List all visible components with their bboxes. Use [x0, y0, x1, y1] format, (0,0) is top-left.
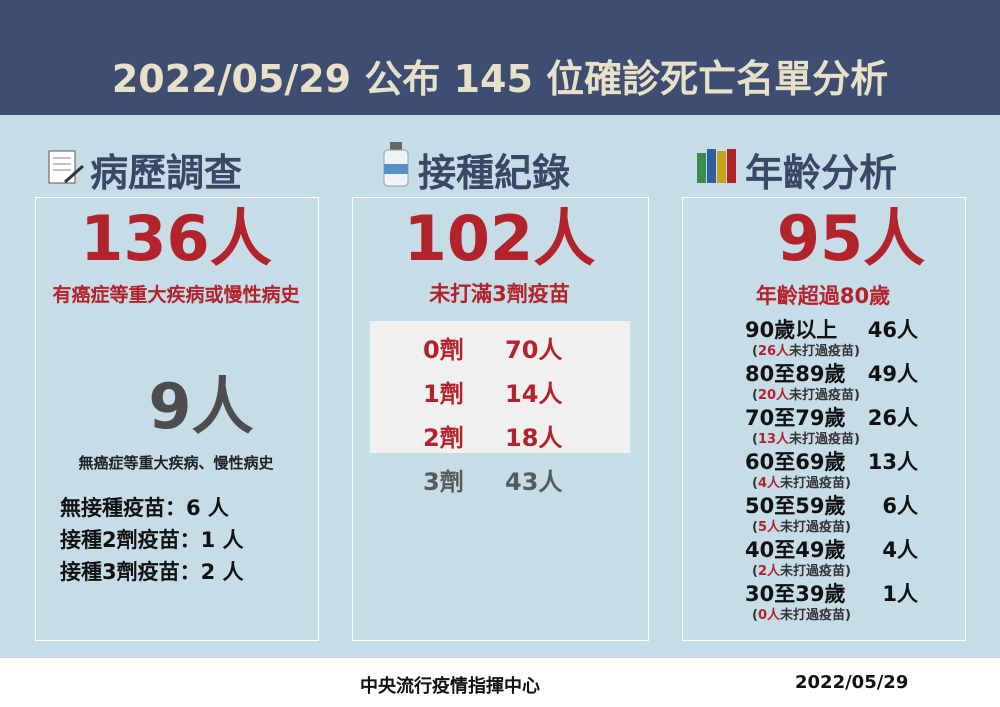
- note-text: 未打過疫苗): [789, 388, 860, 403]
- age-count: 13人: [867, 450, 918, 474]
- history-item: 無接種疫苗：6 人: [60, 496, 229, 520]
- history-item: 接種2劑疫苗：1 人: [60, 528, 244, 552]
- age-note: (5人未打過疫苗): [752, 516, 851, 535]
- main-count: 136人: [80, 202, 272, 275]
- main-caption: 年齡超過80歲: [755, 284, 891, 308]
- vaccine-icon: [383, 142, 409, 187]
- age-note: (20人未打過疫苗): [752, 384, 860, 403]
- age-note: (26人未打過疫苗): [752, 340, 860, 359]
- note-text: (: [752, 344, 758, 359]
- age-label: 70至79歲: [745, 406, 846, 430]
- dose-label: 0劑: [423, 336, 464, 364]
- document-icon: [48, 150, 84, 184]
- dose-count: 18人: [505, 424, 563, 452]
- panel: [682, 197, 966, 641]
- secondary-caption: 無癌症等重大疾病、慢性病史: [78, 454, 274, 472]
- main-count: 102人: [403, 202, 596, 275]
- age-note: (13人未打過疫苗): [752, 428, 860, 447]
- age-note: (2人未打過疫苗): [752, 560, 851, 579]
- unvaccinated-count: 5人: [757, 520, 780, 535]
- dose-count: 14人: [505, 380, 563, 408]
- age-count: 49人: [867, 362, 918, 386]
- note-text: 未打過疫苗): [780, 564, 851, 579]
- note-text: 未打過疫苗): [789, 344, 860, 359]
- dose-count: 43人: [505, 468, 563, 496]
- title: 2022/05/29 公布 145 位確診死亡名單分析: [111, 57, 889, 101]
- note-text: 未打過疫苗): [789, 432, 860, 447]
- unvaccinated-count: 20人: [757, 388, 790, 403]
- note-text: 未打過疫苗): [780, 608, 851, 623]
- main-count: 95人: [776, 202, 926, 275]
- note-text: 未打過疫苗): [780, 476, 851, 491]
- dose-label: 1劑: [423, 380, 464, 408]
- unvaccinated-count: 4人: [757, 476, 780, 491]
- unvaccinated-count: 0人: [757, 608, 780, 623]
- age-count: 6人: [882, 494, 918, 518]
- age-label: 60至69歲: [745, 450, 846, 474]
- footer-date: 2022/05/29: [795, 672, 909, 693]
- dose-box: [370, 321, 630, 453]
- age-label: 80至89歲: [745, 362, 846, 386]
- age-label: 90歲以上: [745, 318, 838, 342]
- note-text: (: [752, 608, 758, 623]
- age-count: 4人: [882, 538, 918, 562]
- dose-label: 2劑: [423, 424, 464, 452]
- unvaccinated-count: 13人: [757, 432, 790, 447]
- secondary-count: 9人: [148, 370, 254, 443]
- age-note: (4人未打過疫苗): [752, 472, 851, 491]
- age-label: 40至49歲: [745, 538, 846, 562]
- unvaccinated-count: 26人: [757, 344, 790, 359]
- header-bar: [0, 0, 1000, 115]
- age-label: 30至39歲: [745, 582, 846, 606]
- panel: [352, 197, 649, 641]
- section-heading: 接種紀錄: [418, 151, 571, 195]
- note-text: (: [752, 520, 758, 535]
- main-caption: 未打滿3劑疫苗: [429, 282, 570, 306]
- panel: [35, 197, 319, 641]
- history-item: 接種3劑疫苗：2 人: [60, 560, 244, 584]
- footer-source: 中央流行疫情指揮中心: [360, 676, 540, 697]
- dose-count: 70人: [505, 336, 563, 364]
- note-text: (: [752, 564, 758, 579]
- section-heading: 病歷調查: [90, 151, 243, 195]
- age-note: (0人未打過疫苗): [752, 604, 851, 623]
- age-count: 1人: [882, 582, 918, 606]
- section-heading: 年齡分析: [745, 151, 898, 195]
- note-text: (: [752, 476, 758, 491]
- footer-bar: [0, 658, 1000, 707]
- note-text: (: [752, 388, 758, 403]
- unvaccinated-count: 2人: [757, 564, 780, 579]
- main-caption: 有癌症等重大疾病或慢性病史: [52, 284, 300, 306]
- age-label: 50至59歲: [745, 494, 846, 518]
- age-count: 26人: [867, 406, 918, 430]
- dose-label: 3劑: [423, 468, 464, 496]
- books-icon: [697, 149, 736, 183]
- age-count: 46人: [867, 318, 918, 342]
- note-text: (: [752, 432, 758, 447]
- note-text: 未打過疫苗): [780, 520, 851, 535]
